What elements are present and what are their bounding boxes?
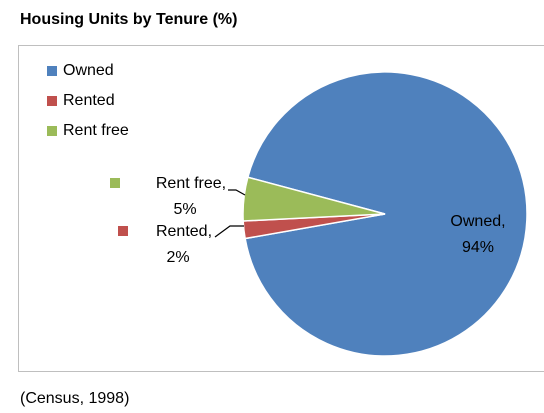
data-label: Owned, 94% <box>450 213 505 256</box>
legend-swatch <box>47 96 57 106</box>
plot-frame <box>18 45 544 372</box>
pie-slice <box>244 71 528 357</box>
leader-line <box>214 225 244 238</box>
data-label: Rented, 2% <box>156 223 212 266</box>
data-label: Rent free, 5% <box>156 175 226 218</box>
legend-swatch <box>47 66 57 76</box>
legend-label: Owned <box>63 62 114 79</box>
label-key <box>110 178 120 188</box>
legend-label: Rent free <box>63 122 129 139</box>
legend-label: Rented <box>63 92 115 109</box>
leader-line <box>228 189 246 196</box>
pie-slice <box>242 176 386 222</box>
legend-swatch <box>47 126 57 136</box>
label-key <box>118 226 128 236</box>
note: (Census, 1998) <box>20 390 129 407</box>
chart-title: Housing Units by Tenure (%) <box>20 11 237 28</box>
